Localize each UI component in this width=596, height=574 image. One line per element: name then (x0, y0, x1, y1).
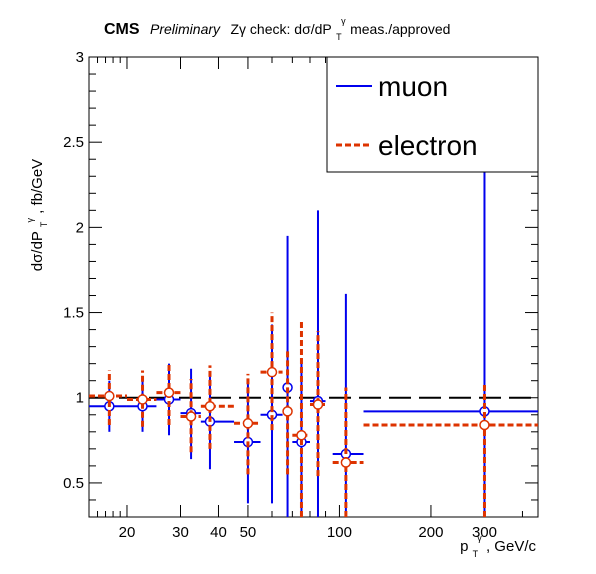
electron-point-1 (137, 394, 148, 405)
x-tick-label-2: 40 (210, 524, 227, 541)
electron-point-3 (185, 411, 197, 422)
xlabel-main: p (460, 538, 468, 555)
ylabel-sub: T (39, 221, 49, 227)
xlabel-sup: γ (477, 533, 482, 543)
ylabel-sup: γ (25, 218, 35, 223)
y-tick-label-3: 2 (76, 219, 84, 236)
electron-point-4 (204, 401, 216, 412)
x-tick-label-1: 30 (172, 524, 189, 541)
electron-point-10 (340, 457, 352, 468)
y-tick-label-1: 1 (76, 390, 84, 407)
x-tick-label-0: 20 (119, 524, 136, 541)
xlabel-sub: T (473, 549, 479, 559)
electron-point-11 (479, 419, 490, 431)
ylabel-suffix: , fb/GeV (29, 159, 46, 214)
y-tick-label-0: 0.5 (63, 475, 84, 492)
y-tick-label-4: 2.5 (63, 134, 84, 151)
title-prefix: Preliminary (150, 21, 221, 37)
title-suffix: meas./approved (350, 21, 450, 37)
series-electron (89, 312, 538, 517)
legend-electron-label: electron (378, 130, 478, 161)
legend: muon electron (326, 56, 539, 173)
title-sup: γ (341, 16, 346, 26)
data-layer (89, 57, 538, 517)
ylabel-main: dσ/dP (29, 231, 46, 271)
y-axis-label: dσ/dP T γ , fb/GeV (20, 159, 51, 271)
x-tick-label-4: 100 (327, 524, 352, 541)
plot-frame (88, 56, 539, 518)
electron-point-8 (296, 429, 307, 441)
electron-point-7 (282, 406, 293, 417)
x-axis-label: p T γ , GeV/c (460, 528, 536, 561)
electron-point-6 (266, 366, 278, 378)
title-brand: CMS (104, 21, 140, 38)
legend-muon-label: muon (378, 71, 448, 102)
electron-point-9 (312, 399, 324, 410)
electron-point-0 (104, 390, 115, 402)
chart-title: CMS Preliminary Zγ check: dσ/dP T γ meas… (104, 11, 450, 44)
y-tick-label-5: 3 (76, 49, 84, 66)
y-tick-label-2: 1.5 (63, 305, 84, 322)
title-text: Zγ check: dσ/dP (230, 21, 331, 37)
electron-point-2 (163, 387, 175, 398)
legend-box (326, 56, 539, 173)
x-tick-label-5: 200 (418, 524, 443, 541)
x-tick-label-6: 300 (472, 524, 497, 541)
title-sub: T (336, 32, 342, 42)
axis-ticks: 20 30 40 50 100 200 300 0.5 1 1.5 2 2.5 3 (63, 49, 538, 541)
electron-point-5 (242, 418, 254, 429)
xlabel-suffix: , GeV/c (486, 538, 537, 555)
x-tick-label-3: 50 (240, 524, 257, 541)
